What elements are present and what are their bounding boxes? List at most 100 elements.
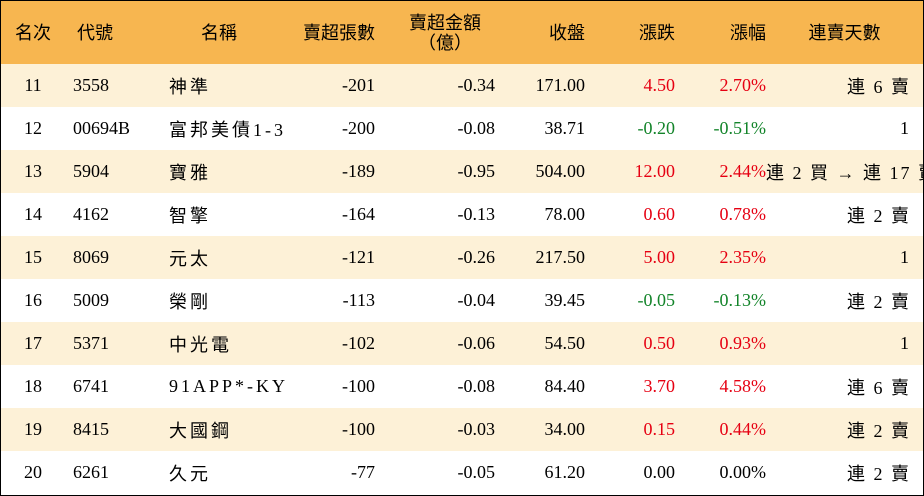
cell-change-pct: 0.44% — [719, 419, 767, 439]
header-change[interactable]: 漲跌 — [639, 22, 675, 43]
cell-close: 61.20 — [544, 462, 586, 482]
cell-rank: 12 — [24, 118, 42, 138]
cell-net-sell-amount: -0.05 — [457, 462, 496, 482]
cell-change: 5.00 — [643, 247, 676, 267]
cell-consecutive-days: 連 2 賣 — [847, 420, 911, 441]
header-amount-line1: 賣超金額 — [409, 12, 481, 33]
table-row[interactable]: 20 6261 久元 -77 -0.05 61.20 0.00 0.00% 連 2 賣 — [1, 451, 923, 494]
table-row[interactable]: 11 3558 神準 -201 -0.34 171.00 4.50 2.70% 連 6 賣 — [1, 64, 923, 107]
cell-consecutive-days: 1 — [900, 118, 911, 138]
cell-change-pct: 2.70% — [719, 75, 767, 95]
cell-change-pct: -0.51% — [713, 118, 767, 138]
table-header-row: 名次 代號 名稱 賣超張數 賣超金額 （億） 收盤 漲跌 漲幅 連賣天數 — [1, 1, 923, 64]
cell-code: 00694B — [73, 118, 131, 138]
table-row[interactable]: 13 5904 寶雅 -189 -0.95 504.00 12.00 2.44% 連 2 買 →… — [1, 150, 924, 193]
cell-net-sell-lots: -100 — [342, 419, 375, 439]
cell-net-sell-lots: -189 — [342, 161, 375, 181]
header-net-sell-lots[interactable]: 賣超張數 — [303, 22, 375, 43]
table-body: 11 3558 神準 -201 -0.34 171.00 4.50 2.70% 連 6 賣 12 0… — [1, 64, 924, 494]
cell-net-sell-lots: -164 — [342, 204, 375, 224]
table-row[interactable]: 15 8069 元太 -121 -0.26 217.50 5.00 2.35% 1 — [1, 236, 923, 279]
cell-code: 4162 — [73, 204, 109, 224]
cell-rank: 19 — [24, 419, 42, 439]
cell-change: 4.50 — [643, 75, 676, 95]
cell-consecutive-days: 連 2 賣 — [847, 463, 911, 484]
cell-net-sell-amount: -0.08 — [457, 376, 496, 396]
cell-close: 38.71 — [544, 118, 586, 138]
cell-change-pct: 4.58% — [719, 376, 767, 396]
header-net-sell-amount[interactable]: 賣超金額 （億） — [377, 1, 495, 64]
table-row[interactable]: 18 6741 91APP*-KY -100 -0.08 84.40 3.70 4.58% 連 … — [1, 365, 923, 408]
cell-consecutive-days: 連 2 賣 — [847, 205, 911, 226]
cell-code: 3558 — [73, 75, 109, 95]
cell-close: 84.40 — [544, 376, 586, 396]
cell-net-sell-amount: -0.95 — [457, 161, 496, 181]
cell-close: 504.00 — [535, 161, 586, 181]
cell-close: 217.50 — [535, 247, 586, 267]
header-close[interactable]: 收盤 — [549, 22, 585, 43]
cell-code: 6741 — [73, 376, 109, 396]
cell-rank: 15 — [24, 247, 42, 267]
cell-net-sell-amount: -0.13 — [457, 204, 496, 224]
cell-rank: 14 — [24, 204, 42, 224]
cell-change: 0.00 — [643, 462, 676, 482]
cell-consecutive-days: 連 2 買 → 連 17 賣 — [766, 162, 924, 183]
table-row[interactable]: 12 00694B 富邦美債1-3 -200 -0.08 38.71 -0.20 -0.51%… — [1, 107, 923, 150]
cell-rank: 17 — [24, 333, 42, 353]
cell-name: 久元 — [169, 463, 211, 484]
cell-name: 91APP*-KY — [169, 376, 289, 396]
cell-close: 39.45 — [544, 290, 586, 310]
cell-consecutive-days: 1 — [900, 333, 911, 353]
cell-code: 8069 — [73, 247, 109, 267]
cell-change: 0.50 — [643, 333, 676, 353]
cell-rank: 16 — [24, 290, 42, 310]
cell-change: 12.00 — [634, 161, 676, 181]
cell-change: 0.15 — [643, 419, 676, 439]
cell-code: 6261 — [73, 462, 109, 482]
cell-change-pct: 0.93% — [719, 333, 767, 353]
cell-close: 54.50 — [544, 333, 586, 353]
cell-close: 78.00 — [544, 204, 586, 224]
table-row[interactable]: 19 8415 大國鋼 -100 -0.03 34.00 0.15 0.44% 連 2 賣 — [1, 408, 923, 451]
cell-code: 5904 — [73, 161, 109, 181]
cell-code: 5371 — [73, 333, 109, 353]
cell-net-sell-lots: -100 — [342, 376, 375, 396]
cell-close: 34.00 — [544, 419, 586, 439]
table-row[interactable]: 16 5009 榮剛 -113 -0.04 39.45 -0.05 -0.13% 連 2 賣 — [1, 279, 923, 322]
header-name[interactable]: 名稱 — [201, 22, 237, 43]
cell-change-pct: 2.35% — [719, 247, 767, 267]
cell-name: 大國鋼 — [169, 420, 232, 441]
cell-change: -0.20 — [637, 118, 676, 138]
cell-name: 智擎 — [169, 205, 211, 226]
cell-consecutive-days: 連 6 賣 — [847, 377, 911, 398]
header-rank[interactable]: 名次 — [15, 22, 51, 43]
cell-rank: 13 — [24, 161, 42, 181]
cell-code: 8415 — [73, 419, 109, 439]
cell-net-sell-lots: -77 — [351, 462, 375, 482]
cell-net-sell-amount: -0.34 — [457, 75, 496, 95]
table-row[interactable]: 17 5371 中光電 -102 -0.06 54.50 0.50 0.93% 1 — [1, 322, 923, 365]
cell-change: 3.70 — [643, 376, 676, 396]
cell-consecutive-days: 連 6 賣 — [847, 76, 911, 97]
cell-rank: 18 — [24, 376, 42, 396]
cell-code: 5009 — [73, 290, 109, 310]
cell-rank: 20 — [24, 462, 42, 482]
header-consecutive-sell-days[interactable]: 連賣天數 — [808, 22, 881, 43]
header-change-pct[interactable]: 漲幅 — [730, 22, 766, 43]
table-row[interactable]: 14 4162 智擎 -164 -0.13 78.00 0.60 0.78% 連 2 賣 — [1, 193, 923, 236]
cell-name: 寶雅 — [169, 162, 211, 183]
header-code[interactable]: 代號 — [77, 22, 113, 43]
cell-name: 中光電 — [169, 334, 232, 355]
cell-net-sell-lots: -200 — [342, 118, 375, 138]
cell-consecutive-days: 連 2 賣 — [847, 291, 911, 312]
cell-rank: 11 — [24, 75, 42, 95]
cell-net-sell-lots: -121 — [342, 247, 375, 267]
header-amount-line2: （億） — [418, 32, 472, 53]
cell-net-sell-amount: -0.03 — [457, 419, 496, 439]
cell-change-pct: 2.44% — [719, 161, 767, 181]
cell-name: 神準 — [169, 76, 211, 97]
cell-change-pct: 0.00% — [719, 462, 767, 482]
cell-name: 富邦美債1-3 — [169, 119, 286, 140]
